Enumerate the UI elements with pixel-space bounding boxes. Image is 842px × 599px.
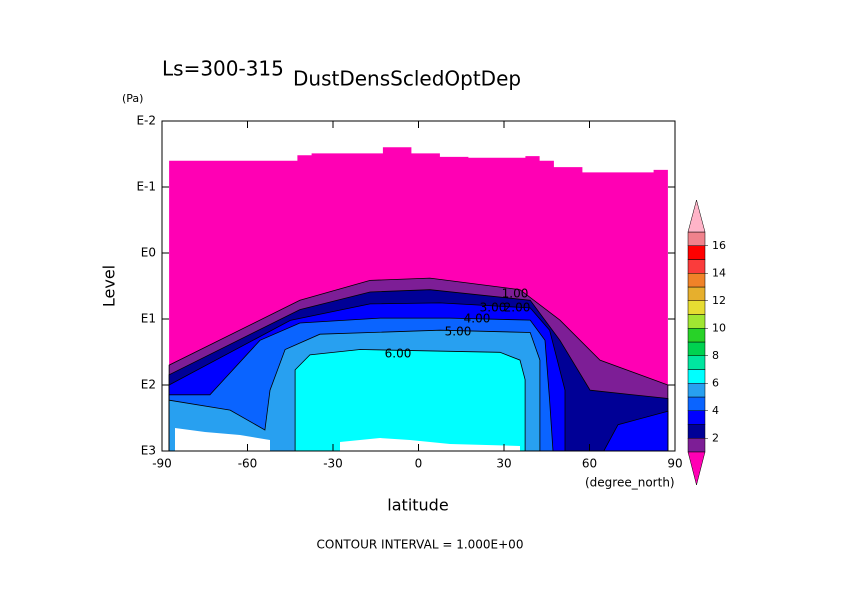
colorbar-box bbox=[687, 259, 706, 274]
colorbar-box bbox=[687, 369, 706, 384]
x-tick-label: -30 bbox=[323, 457, 343, 471]
x-tick-label: 60 bbox=[582, 457, 597, 471]
x-unit: (degree_north) bbox=[585, 476, 675, 490]
missing-region bbox=[175, 428, 270, 451]
contour-band bbox=[294, 349, 526, 451]
contour-label: 2.00 bbox=[504, 301, 531, 315]
y-tick-label: E1 bbox=[141, 312, 156, 326]
colorbar-tick-label: 4 bbox=[712, 404, 719, 417]
colorbar-tick-label: 6 bbox=[712, 376, 719, 389]
colorbar-tick-label: 10 bbox=[712, 321, 726, 334]
missing-region bbox=[340, 438, 520, 451]
colorbar-box bbox=[687, 328, 706, 343]
colorbar-tick-label: 14 bbox=[712, 266, 726, 279]
x-tick-label: 30 bbox=[496, 457, 511, 471]
x-tick-label: 90 bbox=[667, 457, 682, 471]
colorbar-box bbox=[687, 231, 706, 246]
x-tick-label: -90 bbox=[152, 457, 172, 471]
colorbar-tick-label: 12 bbox=[712, 294, 726, 307]
y-tick-label: E0 bbox=[141, 246, 156, 260]
colorbar-box bbox=[687, 286, 706, 301]
contour-label: 3.00 bbox=[480, 301, 507, 315]
x-tick-label: 0 bbox=[415, 457, 423, 471]
colorbar-tick-label: 2 bbox=[712, 431, 719, 444]
colorbar-over bbox=[687, 199, 706, 233]
colorbar-under bbox=[687, 451, 706, 486]
x-tick-label: -60 bbox=[238, 457, 258, 471]
contour-field bbox=[168, 147, 669, 451]
colorbar-box bbox=[687, 383, 706, 398]
x-axis-label: latitude bbox=[387, 496, 448, 515]
colorbar-box bbox=[687, 314, 706, 329]
colorbar-box bbox=[687, 245, 706, 260]
y-tick-label: E3 bbox=[141, 444, 156, 458]
contour-label: 6.00 bbox=[385, 347, 412, 361]
colorbar-box bbox=[687, 300, 706, 315]
colorbar-tick-label: 16 bbox=[712, 239, 726, 252]
y-tick-label: E2 bbox=[141, 378, 156, 392]
contour-band bbox=[603, 410, 669, 451]
chart-title: DustDensScledOptDep bbox=[293, 67, 521, 91]
colorbar-box bbox=[687, 273, 706, 288]
colorbar-box bbox=[687, 341, 706, 356]
colorbar-box bbox=[687, 396, 706, 411]
colorbar-box bbox=[687, 410, 706, 425]
contour-label: 1.00 bbox=[502, 287, 529, 301]
contour-label: 5.00 bbox=[445, 325, 472, 339]
colorbar-box bbox=[687, 424, 706, 439]
y-tick-label: E-2 bbox=[136, 114, 156, 128]
colorbar-tick-label: 8 bbox=[712, 349, 719, 362]
colorbar-box bbox=[687, 438, 706, 453]
y-tick-label: E-1 bbox=[136, 180, 156, 194]
colorbar-box bbox=[687, 355, 706, 370]
footer: CONTOUR INTERVAL = 1.000E+00 bbox=[317, 538, 524, 552]
contour-label: 4.00 bbox=[464, 312, 491, 326]
y-axis-label: Level bbox=[100, 265, 119, 307]
subtitle: Ls=300-315 bbox=[162, 57, 284, 81]
y-unit: (Pa) bbox=[122, 92, 143, 105]
